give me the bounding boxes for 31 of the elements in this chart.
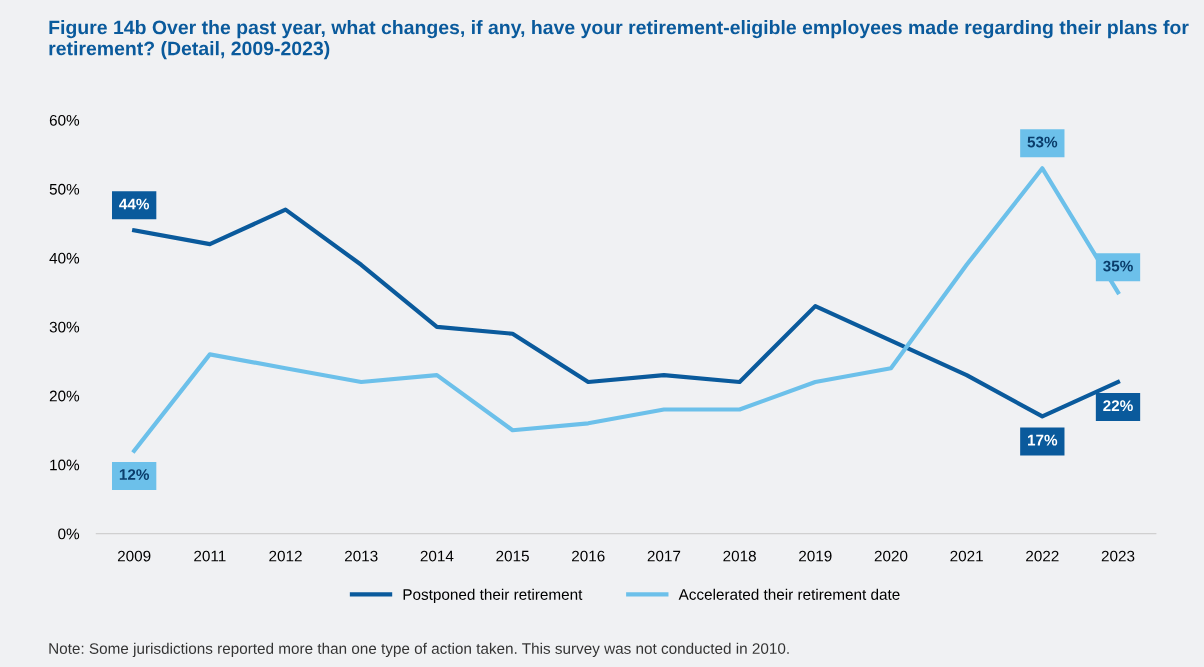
y-tick-label: 10%: [50, 459, 80, 471]
x-tick-label: 2013: [344, 550, 378, 562]
x-tick-label: 2022: [1026, 550, 1059, 562]
x-tick-label: 2011: [194, 550, 226, 562]
x-tick-label: 2009: [117, 550, 151, 562]
data-label: 53%: [1027, 136, 1058, 148]
text: Note: Some jurisdictions reported more than one type of action taken. This survey was not conducted in 2010.: [49, 642, 789, 657]
legend-label: Postponed their retirement: [403, 588, 583, 603]
x-tick-label: 2023: [1101, 550, 1135, 562]
x-tick-label: 2021: [950, 550, 983, 562]
y-tick-label: 60%: [49, 114, 80, 126]
y-tick-label: 30%: [49, 321, 80, 333]
x-tick-label: 2016: [572, 550, 605, 562]
data-label: 35%: [1103, 260, 1133, 272]
chart-title: Figure 14b Over the past year, what changes, if any, have your retirement-eligible employees made regarding their plans for retirement? (Detail, 2009-2023): [49, 20, 1189, 60]
x-tick-label: 2014: [420, 550, 454, 562]
x-tick-label: 2020: [874, 550, 908, 562]
y-tick-label: 50%: [49, 183, 80, 195]
data-label: 22%: [1103, 400, 1133, 412]
data-label: 44%: [119, 198, 150, 210]
x-tick-label: 2018: [723, 550, 756, 562]
data-label: 12%: [119, 469, 150, 480]
y-tick-label: 20%: [49, 390, 80, 402]
y-tick-label: 0%: [58, 528, 80, 540]
data-label: 17%: [1027, 434, 1058, 446]
x-tick-label: 2015: [496, 550, 529, 562]
x-tick-label: 2019: [799, 550, 832, 562]
x-tick-label: 2017: [647, 550, 681, 562]
legend-label: Accelerated their retirement date: [678, 588, 900, 600]
y-tick-label: 40%: [49, 252, 80, 264]
x-tick-label: 2012: [269, 550, 302, 562]
